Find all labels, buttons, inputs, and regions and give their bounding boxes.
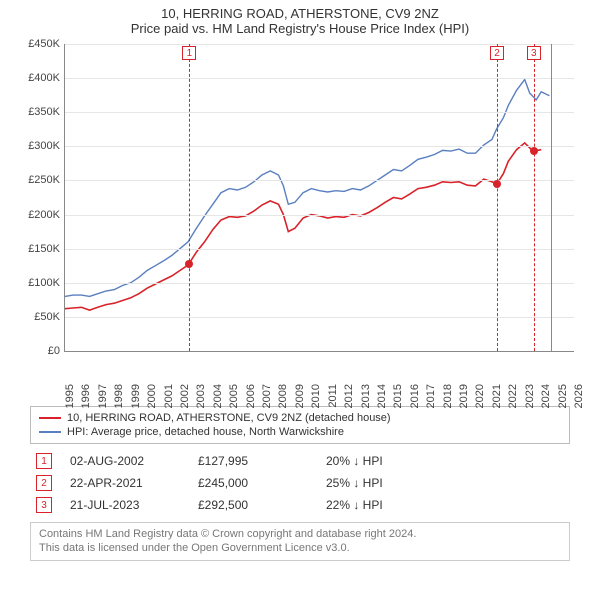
x-tick: 2008 [277, 384, 289, 408]
sale-point-2 [493, 180, 501, 188]
y-tick: £0 [48, 345, 60, 357]
x-tick: 2005 [228, 384, 240, 408]
sale-price: £245,000 [198, 476, 308, 490]
sale-marker: 3 [36, 497, 52, 513]
x-tick: 2016 [409, 384, 421, 408]
plot-area: 1 2 3 [64, 44, 574, 352]
x-tick: 2019 [458, 384, 470, 408]
x-tick: 2002 [179, 384, 191, 408]
x-tick: 2015 [392, 384, 404, 408]
x-tick: 2012 [343, 384, 355, 408]
sale-pct: 20% ↓ HPI [326, 454, 570, 468]
title-line-2: Price paid vs. HM Land Registry's House … [0, 21, 600, 36]
y-tick: £250K [28, 174, 60, 186]
x-tick: 2020 [474, 384, 486, 408]
x-tick: 2023 [524, 384, 536, 408]
sale-point-3 [530, 147, 538, 155]
x-axis: 1995199619971998199920002001200220032004… [64, 352, 574, 398]
x-tick: 2003 [195, 384, 207, 408]
sales-table: 1 02-AUG-2002 £127,995 20% ↓ HPI 2 22-APR-202… [30, 450, 570, 516]
x-tick: 2021 [491, 384, 503, 408]
legend-label-hpi: HPI: Average price, detached house, Nort… [67, 426, 344, 438]
x-tick: 2022 [507, 384, 519, 408]
y-tick: £350K [28, 106, 60, 118]
event-marker-3: 3 [527, 46, 541, 60]
sale-row: 2 22-APR-2021 £245,000 25% ↓ HPI [30, 472, 570, 494]
title-line-1: 10, HERRING ROAD, ATHERSTONE, CV9 2NZ [0, 6, 600, 21]
title-block: 10, HERRING ROAD, ATHERSTONE, CV9 2NZ Pr… [0, 0, 600, 38]
y-tick: £50K [34, 311, 60, 323]
attribution: Contains HM Land Registry data © Crown c… [30, 522, 570, 561]
sale-pct: 22% ↓ HPI [326, 498, 570, 512]
legend-swatch-property [39, 417, 61, 419]
x-tick: 2004 [212, 384, 224, 408]
sale-row: 3 21-JUL-2023 £292,500 22% ↓ HPI [30, 494, 570, 516]
x-tick: 2014 [376, 384, 388, 408]
x-tick: 2010 [310, 384, 322, 408]
x-tick: 1995 [64, 384, 76, 408]
attribution-line-2: This data is licensed under the Open Gov… [39, 541, 561, 555]
y-tick: £150K [28, 243, 60, 255]
x-tick: 2009 [294, 384, 306, 408]
x-tick: 2017 [425, 384, 437, 408]
event-marker-1: 1 [182, 46, 196, 60]
series-property [65, 143, 541, 310]
sale-pct: 25% ↓ HPI [326, 476, 570, 490]
attribution-line-1: Contains HM Land Registry data © Crown c… [39, 527, 561, 541]
y-axis: £0£50K£100K£150K£200K£250K£300K£350K£400… [20, 38, 64, 352]
x-tick: 1996 [80, 384, 92, 408]
event-marker-2: 2 [490, 46, 504, 60]
event-line-3 [534, 44, 535, 351]
sale-date: 02-AUG-2002 [70, 454, 180, 468]
x-tick: 1998 [113, 384, 125, 408]
y-tick: £300K [28, 140, 60, 152]
y-tick: £200K [28, 209, 60, 221]
y-tick: £400K [28, 72, 60, 84]
sale-date: 21-JUL-2023 [70, 498, 180, 512]
sale-marker: 1 [36, 453, 52, 469]
data-end-line [551, 44, 552, 351]
x-tick: 2006 [245, 384, 257, 408]
sale-marker: 2 [36, 475, 52, 491]
x-tick: 2026 [573, 384, 585, 408]
price-chart: £0 £50K £100K £150K £200K £250K £300K £350K £400… [20, 38, 580, 398]
y-tick: £100K [28, 277, 60, 289]
sale-price: £127,995 [198, 454, 308, 468]
x-tick: 2018 [442, 384, 454, 408]
x-tick: 2001 [163, 384, 175, 408]
legend-swatch-hpi [39, 431, 61, 433]
sale-point-1 [185, 260, 193, 268]
legend: 10, HERRING ROAD, ATHERSTONE, CV9 2NZ (d… [30, 406, 570, 444]
x-tick: 2013 [360, 384, 372, 408]
x-tick: 2024 [540, 384, 552, 408]
legend-item-hpi: HPI: Average price, detached house, Nort… [39, 425, 561, 439]
x-tick: 2000 [146, 384, 158, 408]
legend-label-property: 10, HERRING ROAD, ATHERSTONE, CV9 2NZ (d… [67, 412, 391, 424]
y-tick: £450K [28, 38, 60, 50]
x-tick: 2007 [261, 384, 273, 408]
x-tick: 2025 [557, 384, 569, 408]
sale-price: £292,500 [198, 498, 308, 512]
sale-row: 1 02-AUG-2002 £127,995 20% ↓ HPI [30, 450, 570, 472]
x-tick: 1997 [97, 384, 109, 408]
x-tick: 1999 [130, 384, 142, 408]
event-line-2 [497, 44, 498, 351]
event-line-1 [189, 44, 190, 351]
x-tick: 2011 [327, 384, 339, 408]
legend-item-property: 10, HERRING ROAD, ATHERSTONE, CV9 2NZ (d… [39, 411, 561, 425]
sale-date: 22-APR-2021 [70, 476, 180, 490]
